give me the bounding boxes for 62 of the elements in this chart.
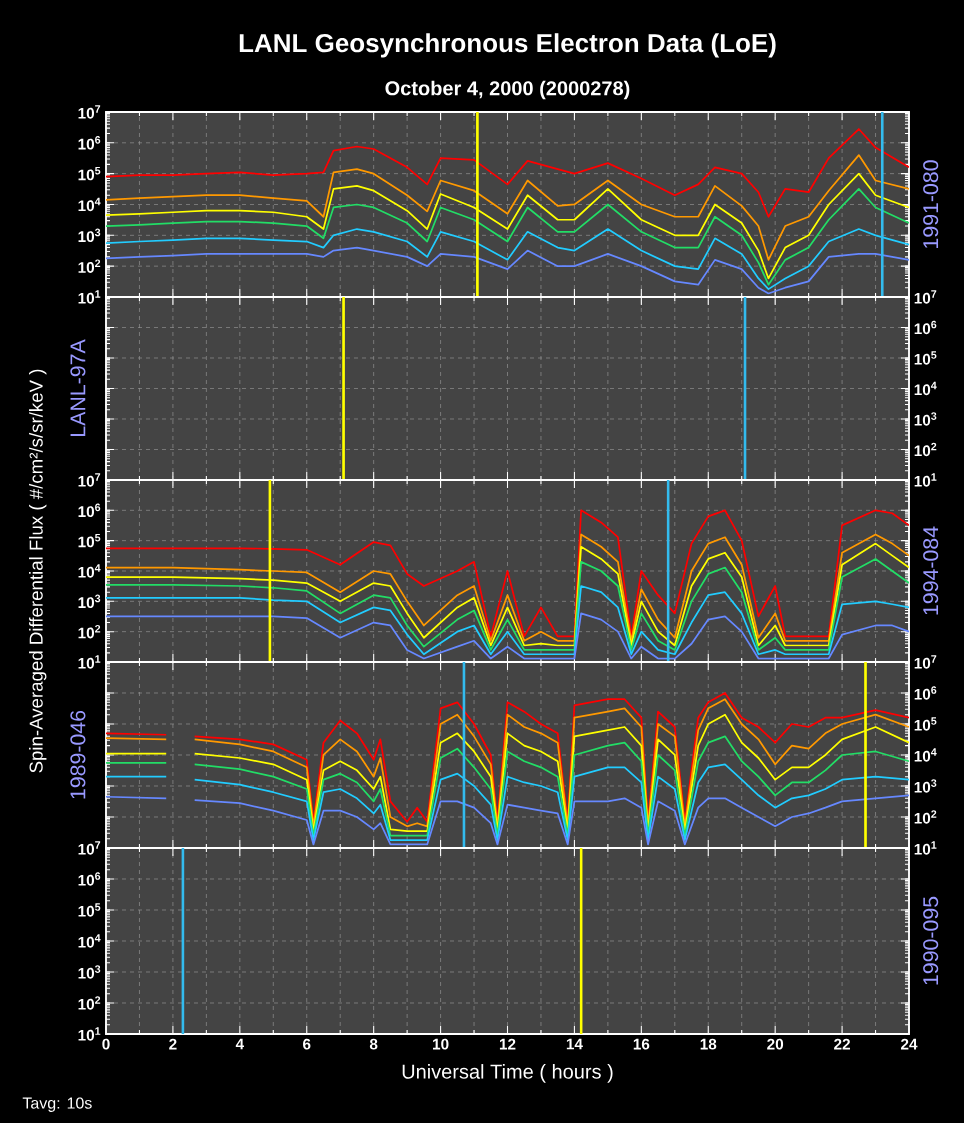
y2-axis-title: 1994-084 bbox=[923, 526, 939, 615]
x-tick-label: 12 bbox=[499, 1038, 516, 1050]
y-tick-label: 10$^{2}$ bbox=[78, 624, 101, 639]
y2-tick-label: 10$^{3}$ bbox=[914, 779, 937, 793]
y-tick-label: 10$^{1}$ bbox=[78, 290, 101, 304]
y2-tick-label: 10$^{6}$ bbox=[914, 320, 937, 335]
y-tick-label: 10$^{6}$ bbox=[78, 503, 101, 518]
y2-axis-title: 1991-080 bbox=[923, 160, 939, 248]
x-tick-label: 2 bbox=[169, 1038, 177, 1050]
y2-tick-label: 10$^{1}$ bbox=[914, 841, 937, 855]
y-tick-label: 10$^{4}$ bbox=[78, 564, 101, 578]
y-tick-label: 10$^{5}$ bbox=[78, 903, 101, 917]
x-axis-title: Universal Time ( hours ) bbox=[402, 1064, 613, 1083]
y-axis-title: Spin-Averaged Differential Flux ( #/cm²/s/sr/keV ) bbox=[29, 369, 47, 773]
y-tick-label: 10$^{2}$ bbox=[78, 259, 101, 273]
line-series bbox=[106, 128, 910, 218]
y-tick-label: 10$^{6}$ bbox=[78, 872, 101, 886]
x-tick-label: 8 bbox=[369, 1038, 378, 1050]
y2-tick-label: 10$^{7}$ bbox=[914, 290, 937, 304]
y-tick-label: 10$^{4}$ bbox=[78, 934, 101, 948]
x-tick-label: 6 bbox=[303, 1038, 311, 1050]
y-tick-label: 10$^{2}$ bbox=[78, 996, 101, 1010]
y-tick-label: 10$^{3}$ bbox=[78, 594, 101, 609]
y-tick-label: 10$^{4}$ bbox=[78, 197, 101, 212]
y2-tick-label: 10$^{2}$ bbox=[914, 810, 937, 824]
x-tick-label: 0 bbox=[102, 1038, 110, 1050]
x-tick-label: 22 bbox=[834, 1038, 850, 1050]
chart-subtitle: October 4, 2000 (2000278) bbox=[385, 80, 630, 100]
line-series bbox=[106, 154, 910, 261]
y-tick-label: 10$^{7}$ bbox=[78, 841, 101, 855]
x-tick-label: 16 bbox=[633, 1038, 650, 1050]
y2-tick-label: 10$^{4}$ bbox=[914, 381, 937, 396]
line-series bbox=[106, 228, 910, 290]
y-tick-label: 10$^{7}$ bbox=[78, 473, 101, 487]
y-axis-title: 1989-046 bbox=[70, 710, 86, 799]
y-tick-label: 10$^{1}$ bbox=[78, 655, 101, 669]
y2-tick-label: 10$^{6}$ bbox=[914, 686, 937, 700]
text: Tavg: 10s bbox=[22, 1097, 92, 1112]
y2-tick-label: 10$^{2}$ bbox=[914, 442, 937, 457]
y-tick-label: 10$^{1}$ bbox=[78, 1027, 101, 1041]
y-tick-label: 10$^{3}$ bbox=[78, 228, 101, 243]
y2-tick-label: 10$^{3}$ bbox=[914, 412, 937, 426]
y-tick-label: 10$^{3}$ bbox=[78, 965, 101, 979]
y2-axis-title: 1990-095 bbox=[923, 896, 939, 985]
x-tick-label: 20 bbox=[767, 1038, 784, 1050]
y-tick-label: 10$^{5}$ bbox=[78, 533, 101, 548]
y2-tick-label: 10$^{5}$ bbox=[914, 351, 937, 365]
y-tick-label: 10$^{6}$ bbox=[78, 136, 101, 150]
y2-tick-label: 10$^{7}$ bbox=[914, 655, 937, 669]
y2-tick-label: 10$^{4}$ bbox=[914, 748, 937, 762]
y-tick-label: 10$^{5}$ bbox=[78, 166, 101, 181]
x-tick-label: 24 bbox=[901, 1038, 918, 1050]
y-axis-title: LANL-97A bbox=[70, 339, 86, 436]
y2-tick-label: 10$^{5}$ bbox=[914, 717, 937, 731]
y2-tick-label: 10$^{1}$ bbox=[914, 473, 937, 487]
x-tick-label: 18 bbox=[700, 1038, 717, 1050]
y-tick-label: 10$^{7}$ bbox=[78, 105, 101, 119]
x-tick-label: 4 bbox=[235, 1038, 245, 1050]
x-tick-label: 10 bbox=[433, 1038, 449, 1050]
x-tick-label: 14 bbox=[566, 1038, 583, 1050]
chart-title: LANL Geosynchronous Electron Data (LoE) bbox=[239, 33, 776, 58]
line-series bbox=[106, 188, 910, 286]
